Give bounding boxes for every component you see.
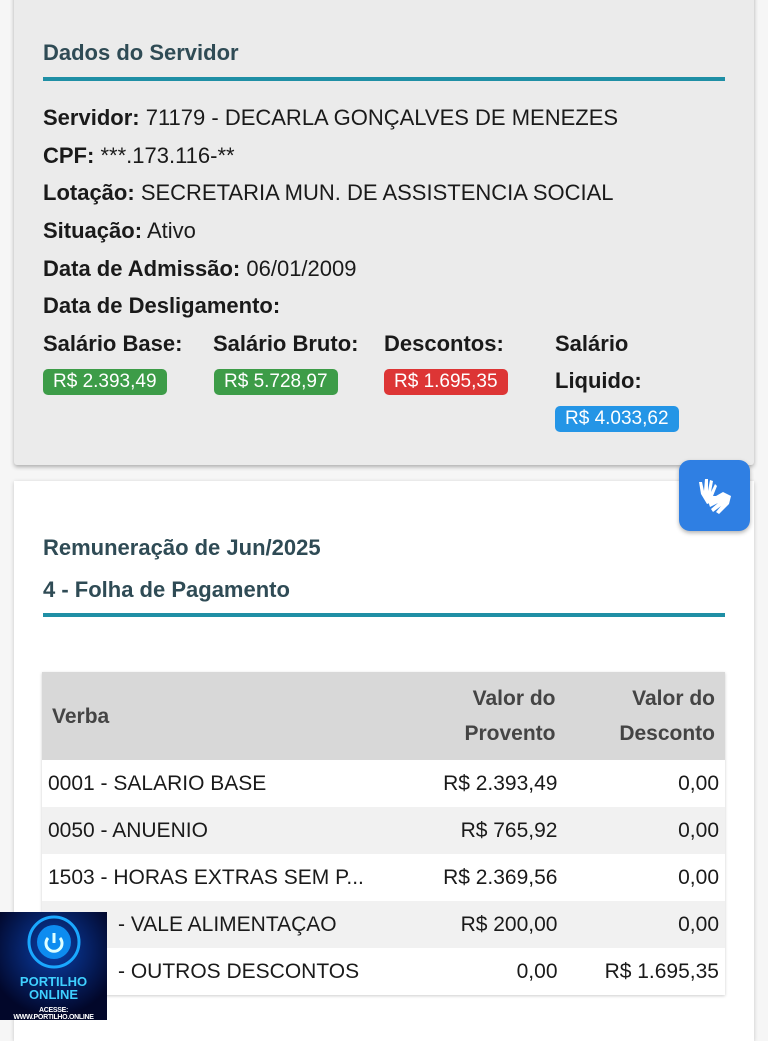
header-verba[interactable]: Verba (42, 672, 402, 760)
divider (43, 613, 725, 617)
desligamento-line: Data de Desligamento: (43, 293, 280, 319)
salario-bruto-label: Salário Bruto: (213, 331, 359, 356)
accessibility-button[interactable] (679, 460, 750, 531)
salario-bruto-badge: R$ 5.728,97 (214, 369, 338, 395)
header-provento[interactable]: Valor do Provento (402, 672, 564, 760)
descontos-badge: R$ 1.695,35 (384, 369, 508, 395)
value: Ativo (146, 218, 196, 243)
table-row: 0001 - SALARIO BASE R$ 2.393,49 0,00 (42, 760, 725, 807)
value: 06/01/2009 (246, 256, 357, 281)
header-text: Desconto (619, 722, 715, 745)
table-header: Verba Valor do Provento Valor do Desconto (42, 672, 725, 760)
salario-base-badge: R$ 2.393,49 (43, 369, 167, 395)
salario-liquido-badge: R$ 4.033,62 (555, 406, 679, 432)
watermark-line2: ONLINE (28, 987, 79, 1002)
header-text: Valor do (472, 687, 556, 710)
header-desconto[interactable]: Valor do Desconto (563, 672, 725, 760)
label: Data de Desligamento: (43, 293, 281, 318)
salario-liquido-label-2: Liquido: (555, 368, 642, 393)
provento-cell: 0,00 (516, 959, 558, 983)
desconto-cell: R$ 1.695,35 (604, 959, 719, 983)
label: Situação: (43, 218, 143, 243)
value: 71179 - DECARLA GONÇALVES DE MENEZES (145, 105, 619, 130)
table-row: 0050 - ANUENIO R$ 765,92 0,00 (42, 807, 725, 854)
provento-cell: R$ 765,92 (402, 807, 564, 854)
verba-cell: 0001 - SALARIO BASE (48, 771, 267, 795)
desconto-cell: 0,00 (563, 807, 725, 854)
verbas-table: Verba Valor do Provento Valor do Desconto … (42, 672, 725, 995)
cpf-line: CPF: ***.173.116-** (43, 143, 235, 169)
divider (43, 77, 725, 81)
label: Servidor: (43, 105, 140, 130)
situacao-line: Situação: Ativo (43, 218, 196, 244)
folha-subtitle: 4 - Folha de Pagamento (43, 577, 290, 602)
admissao-line: Data de Admissão: 06/01/2009 (43, 256, 356, 282)
header-text: Provento (464, 722, 556, 745)
verba-cell: 0050 - ANUENIO (42, 807, 402, 854)
provento-cell: R$ 200,00 (402, 901, 564, 948)
provento-cell: R$ 2.393,49 (443, 771, 558, 795)
watermark-line3: ACESSE: WWW.PORTILHO.ONLINE (13, 1007, 94, 1021)
descontos-label: Descontos: (384, 331, 504, 356)
verba-cell: - OUTROS DESCONTOS (118, 959, 360, 983)
sign-language-hands-icon (698, 478, 731, 514)
value: SECRETARIA MUN. DE ASSISTENCIA SOCIAL (140, 180, 614, 205)
watermark-line1: PORTILHO (19, 974, 88, 989)
label: CPF: (43, 143, 95, 168)
table-row: 1503 - HORAS EXTRAS SEM P... R$ 2.369,56 0… (42, 854, 725, 901)
label: Data de Admissão: (43, 256, 241, 281)
remuneracao-title: Remuneração de Jun/2025 (43, 535, 321, 560)
power-icon (27, 915, 80, 969)
servidor-line: Servidor: 71179 - DECARLA GONÇALVES DE M… (43, 105, 618, 131)
header-text: Valor do (632, 687, 715, 710)
desconto-cell: 0,00 (563, 901, 725, 948)
salario-liquido-label-1: Salário (555, 331, 629, 356)
section-title: Dados do Servidor (43, 40, 239, 65)
portilho-online-watermark-logo: PORTILHO ONLINE ACESSE: WWW.PORTILHO.ONL… (0, 912, 107, 1021)
verba-cell: 1503 - HORAS EXTRAS SEM P... (48, 865, 364, 889)
label: Lotação: (43, 180, 135, 205)
provento-cell: R$ 2.369,56 (443, 865, 558, 889)
desconto-cell: 0,00 (678, 771, 719, 795)
salario-base-label: Salário Base: (43, 331, 183, 356)
table-row: - OUTROS DESCONTOS 0,00 R$ 1.695,35 (42, 948, 725, 995)
table-row: - VALE ALIMENTAÇAO R$ 200,00 0,00 (42, 901, 725, 948)
desconto-cell: 0,00 (678, 865, 719, 889)
value: ***.173.116-** (100, 143, 235, 168)
lotacao-line: Lotação: SECRETARIA MUN. DE ASSISTENCIA … (43, 180, 614, 206)
